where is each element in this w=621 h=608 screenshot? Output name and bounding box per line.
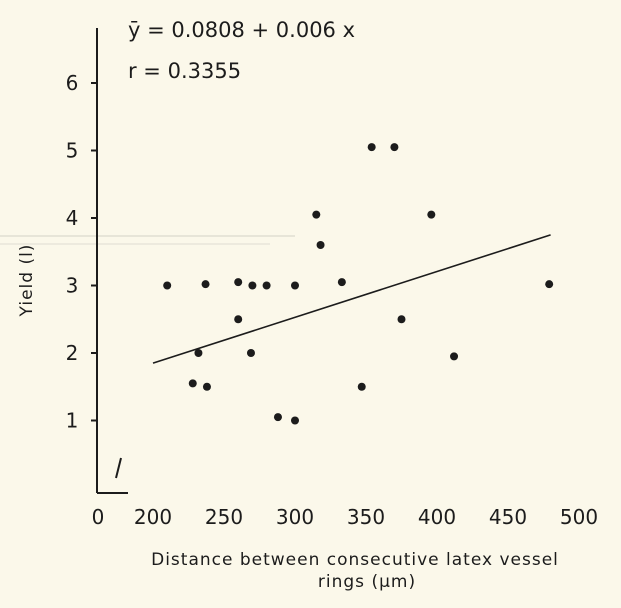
y-tick-label: 3 (66, 274, 79, 298)
y-tick-label: 4 (66, 206, 79, 230)
data-point (316, 241, 325, 249)
data-point (390, 143, 399, 152)
x-axis-title-line2: rings (μm) (318, 572, 416, 592)
data-point (234, 315, 243, 324)
data-point (201, 280, 210, 289)
data-point (194, 349, 203, 357)
y-axis-ticks: 1 2 3 4 5 6 (66, 71, 97, 433)
data-point (337, 278, 346, 287)
data-point (397, 315, 406, 324)
data-point (273, 413, 282, 422)
correlation-coefficient: r = 0.3355 (128, 59, 241, 83)
data-points (163, 143, 554, 425)
y-tick-label: 1 (66, 409, 79, 433)
data-point (202, 382, 211, 391)
y-tick-label: 2 (66, 341, 79, 365)
x-tick-label: 400 (418, 505, 456, 529)
data-point (291, 281, 299, 290)
data-point (234, 278, 243, 287)
x-tick-label: 200 (134, 505, 172, 529)
x-tick-label: 500 (560, 505, 598, 529)
x-tick-label: 250 (205, 505, 243, 529)
data-point (450, 352, 459, 361)
data-point (312, 210, 321, 219)
data-point (357, 382, 366, 391)
x-axis-ticks: 200 250 300 350 400 450 500 (134, 505, 598, 529)
x-axis-origin-label: 0 (92, 505, 105, 529)
x-axis-title-line1: Distance between consecutive latex vesse… (151, 550, 559, 570)
y-tick-label: 5 (66, 139, 79, 163)
x-tick-label: 350 (347, 505, 385, 529)
y-tick-label: 6 (66, 71, 79, 95)
data-point (248, 281, 257, 290)
y-axis-title: Yield (l) (17, 244, 37, 318)
data-point (291, 416, 299, 425)
data-point (427, 210, 436, 219)
data-point (188, 379, 197, 388)
axis-break-mark (115, 457, 122, 479)
data-point (545, 280, 554, 289)
x-tick-label: 450 (489, 505, 527, 529)
x-tick-label: 300 (276, 505, 314, 529)
data-point (163, 281, 172, 290)
data-point (262, 281, 271, 290)
regression-line (152, 234, 551, 364)
regression-equation: ȳ = 0.0808 + 0.006 x (128, 18, 355, 42)
data-point (367, 143, 376, 152)
data-point (246, 349, 255, 357)
